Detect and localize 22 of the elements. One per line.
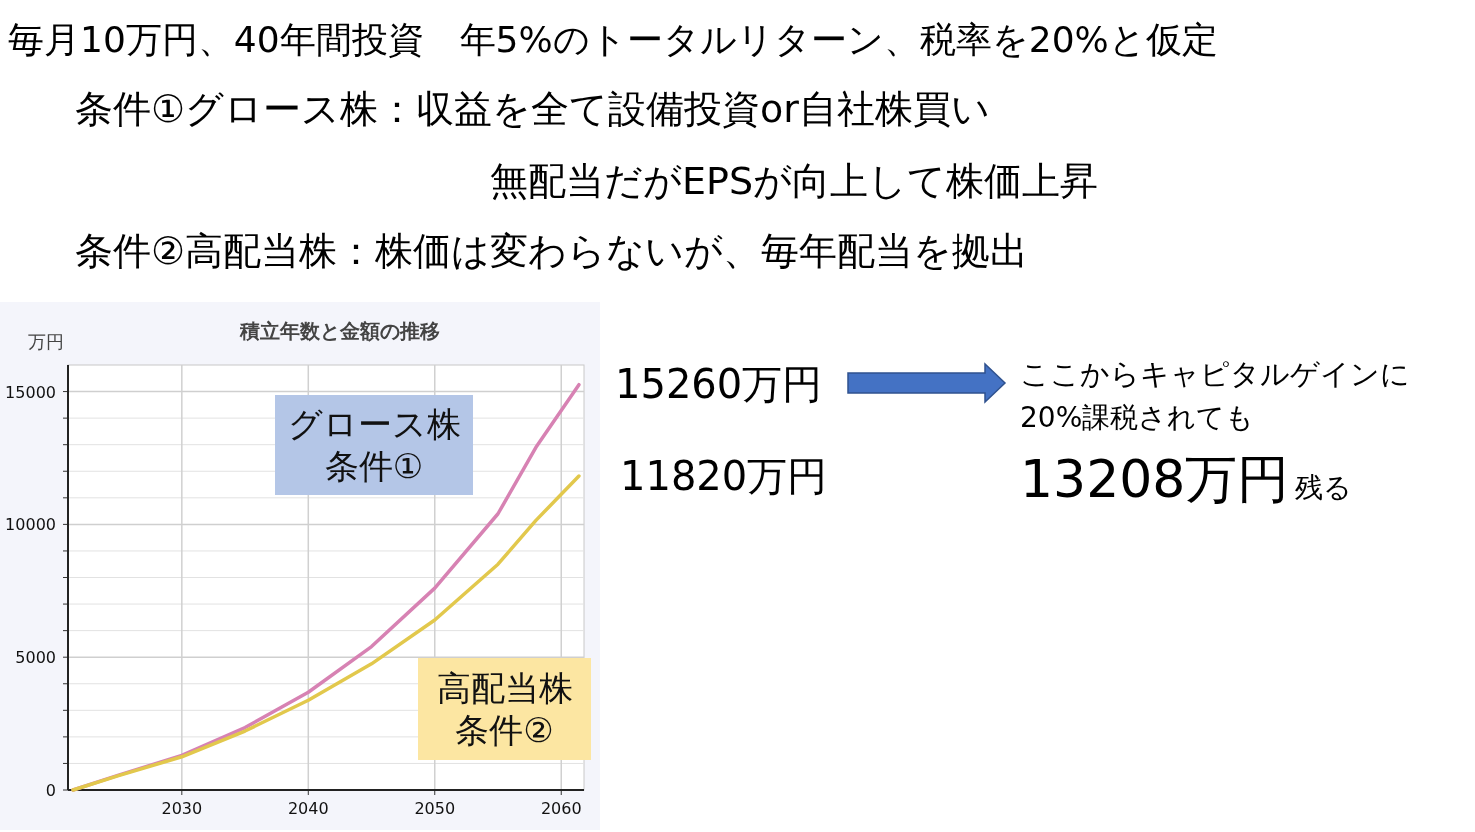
text: 残る	[1295, 471, 1353, 504]
text: 無配当だがEPSが向上して株価上昇	[490, 159, 1099, 203]
x-tick-label: 2040	[287, 799, 329, 818]
x-tick-label: 2060	[540, 799, 582, 818]
text: 条件②高配当株：株価は変わらないが、毎年配当を拠出	[75, 229, 1029, 273]
series-label: グロース株条件①	[287, 404, 461, 486]
text: 条件①グロース株：収益を全て設備投資or自社株買い	[75, 87, 990, 131]
text: 15260万円	[615, 361, 823, 407]
text: 20%課税されても	[1020, 401, 1255, 434]
x-tick-label: 2030	[161, 799, 203, 818]
series-label: 高配当株条件②	[436, 668, 573, 750]
y-axis-title: 万円	[28, 331, 64, 352]
y-tick-label: 10000	[5, 515, 56, 535]
text: 毎月10万円、40年間投資 年5%のトータルリターン、税率を20%と仮定	[8, 19, 1218, 60]
text: ここからキャピタルゲインに	[1020, 357, 1410, 391]
y-tick-label: 15000	[5, 382, 56, 402]
y-tick-label: 5000	[15, 648, 56, 668]
chart-title: 積立年数と金額の推移	[239, 319, 440, 343]
x-tick-label: 2050	[414, 799, 456, 818]
text: 13208万円	[1020, 449, 1290, 509]
y-tick-label: 0	[45, 781, 56, 800]
text: 11820万円	[620, 453, 828, 499]
